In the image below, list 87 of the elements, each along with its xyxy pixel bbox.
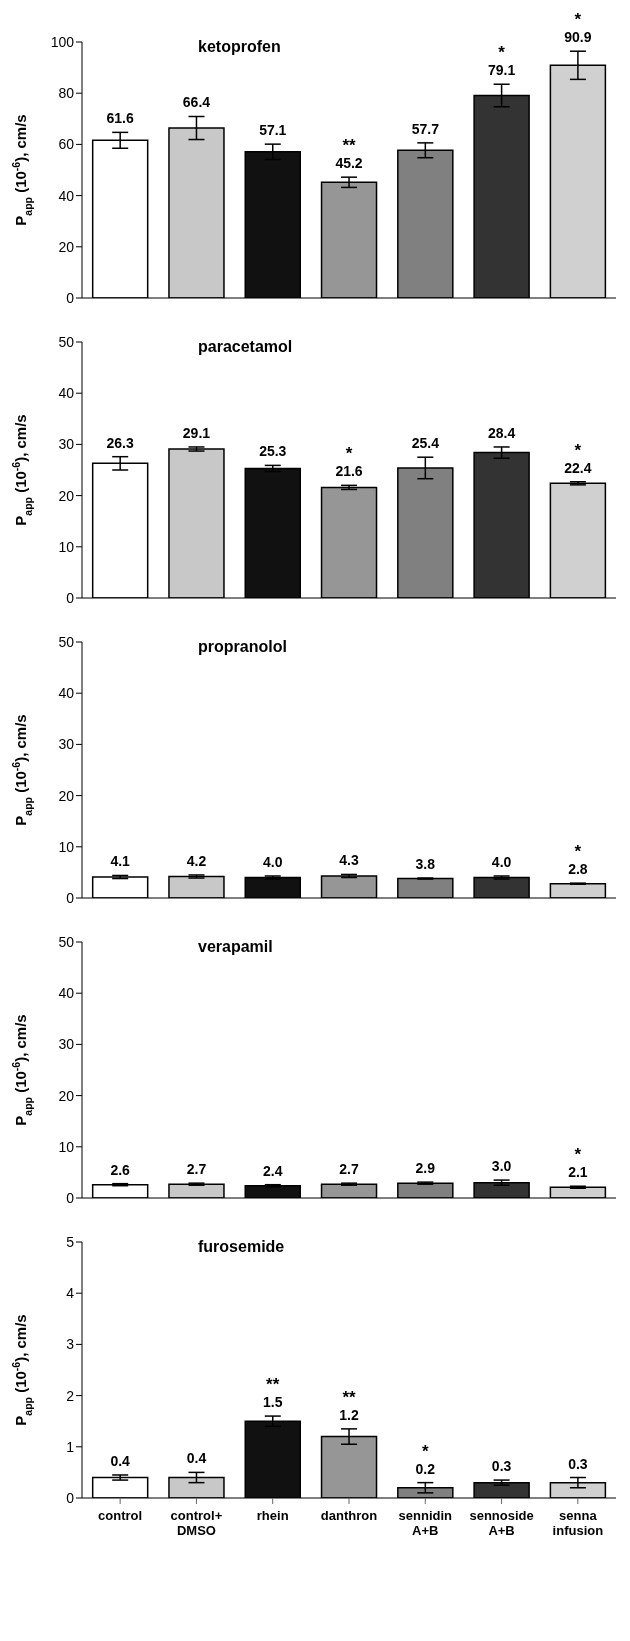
data-label: 28.4 xyxy=(487,424,516,441)
data-label: 2.8 xyxy=(568,861,588,878)
data-label: 2.9 xyxy=(415,1160,436,1177)
data-label: 79.1 xyxy=(487,62,516,79)
data-label: 0.3 xyxy=(491,1458,512,1475)
data-label: 21.6 xyxy=(335,463,363,480)
x-tick-label: rhein xyxy=(256,1508,289,1523)
data-label: 26.3 xyxy=(106,434,135,451)
y-tick-label: 0 xyxy=(66,1489,75,1506)
annotation: * xyxy=(574,440,582,460)
data-label: 2.4 xyxy=(263,1162,283,1179)
y-tick-label: 10 xyxy=(58,1138,75,1155)
y-tick-label: 5 xyxy=(66,1233,75,1250)
annotation: * xyxy=(345,444,353,464)
data-label: 4.0 xyxy=(263,853,283,870)
y-tick-label: 30 xyxy=(58,436,75,453)
data-label: 0.4 xyxy=(186,1450,207,1467)
data-label: 4.0 xyxy=(491,853,512,870)
data-label: 4.1 xyxy=(110,853,131,870)
y-tick-label: 0 xyxy=(66,1189,75,1206)
y-tick-label: 0 xyxy=(66,289,75,306)
chart-title: paracetamol xyxy=(198,338,293,356)
y-tick-label: 40 xyxy=(58,187,75,204)
y-tick-label: 4 xyxy=(66,1285,75,1302)
y-tick-label: 0 xyxy=(66,889,75,906)
y-tick-label: 100 xyxy=(50,33,75,50)
chart-title: propranolol xyxy=(198,638,287,656)
data-label: 4.2 xyxy=(186,852,207,869)
data-label: 2.6 xyxy=(110,1161,131,1178)
y-tick-label: 1 xyxy=(66,1438,75,1455)
annotation: ** xyxy=(342,136,356,156)
x-tick-label: sennidin A+B xyxy=(398,1508,453,1538)
annotation: * xyxy=(574,842,582,862)
annotation: * xyxy=(574,1145,582,1165)
data-label: 1.2 xyxy=(339,1406,359,1423)
y-tick-label: 2 xyxy=(66,1387,75,1404)
annotation: ** xyxy=(266,1375,280,1395)
y-tick-label: 10 xyxy=(58,838,75,855)
chart-title: ketoprofen xyxy=(198,38,281,56)
x-tick-label: sennoside A+B xyxy=(469,1508,534,1538)
data-label: 90.9 xyxy=(564,29,592,46)
data-label: 0.2 xyxy=(415,1460,436,1477)
annotation: * xyxy=(574,10,582,30)
y-tick-label: 30 xyxy=(58,736,75,753)
y-tick-label: 0 xyxy=(66,589,75,606)
data-label: 0.3 xyxy=(568,1455,588,1472)
data-label: 4.3 xyxy=(339,852,359,869)
y-tick-label: 20 xyxy=(58,787,75,804)
y-tick-label: 20 xyxy=(58,238,75,255)
y-tick-label: 10 xyxy=(58,538,75,555)
y-tick-label: 20 xyxy=(58,1087,75,1104)
data-label: 57.1 xyxy=(259,122,287,139)
data-label: 61.6 xyxy=(106,110,135,127)
data-label: 29.1 xyxy=(182,424,211,441)
data-label: 0.4 xyxy=(110,1452,131,1469)
data-label: 57.7 xyxy=(411,120,440,137)
x-tick-label: control xyxy=(98,1508,143,1523)
y-tick-label: 50 xyxy=(58,333,75,350)
y-tick-label: 40 xyxy=(58,385,75,402)
x-tick-label: control+ DMSO xyxy=(170,1508,223,1538)
y-tick-label: 50 xyxy=(58,633,75,650)
y-tick-label: 50 xyxy=(58,933,75,950)
chart-title: verapamil xyxy=(198,938,273,956)
data-label: 3.8 xyxy=(415,856,436,873)
x-tick-label: danthron xyxy=(320,1508,378,1523)
annotation: * xyxy=(498,43,506,63)
y-tick-label: 40 xyxy=(58,985,75,1002)
data-label: 25.3 xyxy=(259,443,287,460)
x-tick-label: senna infusion xyxy=(552,1508,604,1538)
data-label: 22.4 xyxy=(564,459,592,476)
y-tick-label: 3 xyxy=(66,1336,75,1353)
y-tick-label: 80 xyxy=(58,85,75,102)
y-tick-label: 30 xyxy=(58,1036,75,1053)
chart-title: furosemide xyxy=(198,1238,285,1256)
y-tick-label: 40 xyxy=(58,685,75,702)
data-label: 2.7 xyxy=(186,1161,207,1178)
data-label: 2.7 xyxy=(339,1161,359,1178)
data-label: 66.4 xyxy=(182,94,211,111)
data-label: 2.1 xyxy=(568,1164,588,1181)
annotation: * xyxy=(421,1441,429,1461)
data-label: 3.0 xyxy=(491,1158,512,1175)
data-label: 1.5 xyxy=(263,1394,283,1411)
data-label: 25.4 xyxy=(411,435,440,452)
annotation: ** xyxy=(342,1387,356,1407)
y-tick-label: 60 xyxy=(58,136,75,153)
data-label: 45.2 xyxy=(335,155,363,172)
y-tick-label: 20 xyxy=(58,487,75,504)
